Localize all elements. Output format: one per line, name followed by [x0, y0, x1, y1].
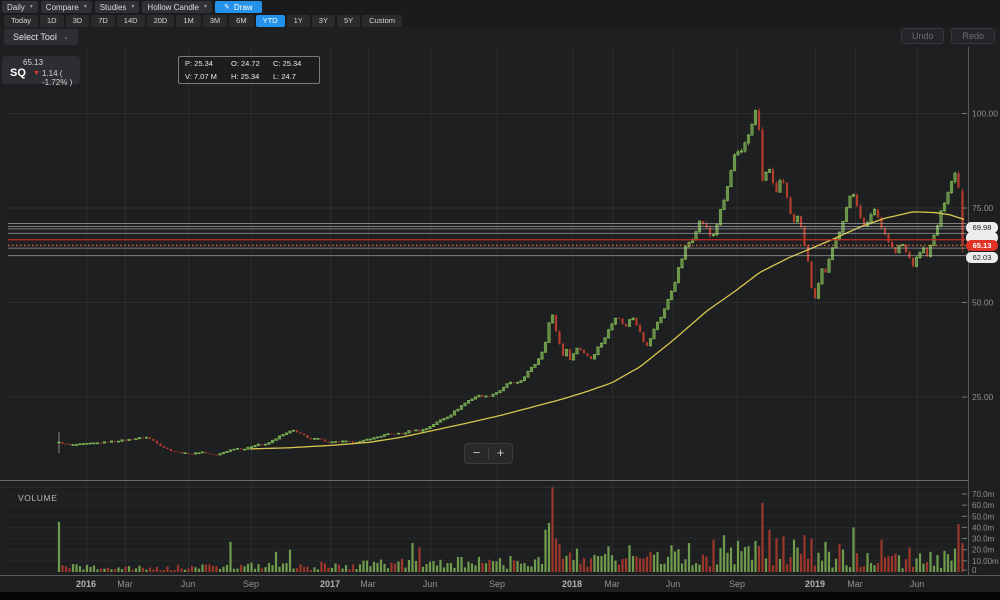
price-down-arrow-icon: ▼ — [33, 70, 40, 77]
zoom-divider — [488, 447, 489, 460]
ohlc-high: H: 25.34 — [231, 72, 260, 81]
svg-text:Sep: Sep — [729, 579, 745, 589]
ohlc-prev: P: 25.34 — [185, 59, 213, 68]
svg-text:Jun: Jun — [910, 579, 925, 589]
undo-button[interactable]: Undo — [900, 28, 945, 44]
chevron-down-icon: ▾ — [29, 4, 33, 10]
range-button-20d[interactable]: 20D — [146, 14, 175, 27]
svg-text:Mar: Mar — [117, 579, 133, 589]
svg-text:60.0m: 60.0m — [972, 501, 995, 510]
dropdown-studies[interactable]: Studies ▾ — [94, 1, 140, 13]
svg-text:Jun: Jun — [666, 579, 681, 589]
svg-text:Jun: Jun — [181, 579, 196, 589]
drawn-line-price-label[interactable] — [966, 232, 998, 243]
zoom-control: − + — [464, 443, 513, 464]
dropdown-label: Compare — [45, 2, 79, 12]
candles-layer — [57, 108, 964, 456]
svg-text:30.0m: 30.0m — [972, 535, 995, 544]
dropdown-label: Daily — [7, 2, 25, 12]
grid-layer — [0, 46, 1000, 600]
svg-text:75.00: 75.00 — [972, 203, 994, 213]
svg-text:40.0m: 40.0m — [972, 523, 995, 532]
chevron-down-icon: ▾ — [204, 4, 208, 10]
volume-pane-title: VOLUME — [18, 493, 58, 503]
range-button-5y[interactable]: 5Y — [336, 14, 361, 27]
ohlc-open: O: 24.72 — [231, 59, 260, 68]
svg-text:100.00: 100.00 — [972, 109, 998, 119]
dropdown-label: Studies — [99, 2, 127, 12]
toolbar-main: Daily ▾ Compare ▾ Studies ▾ Hollow Candle ▾ ✎ D… — [0, 0, 1000, 14]
range-button-3d[interactable]: 3D — [65, 14, 90, 27]
legend-change: 1.14 ( -1.72% ) — [42, 69, 73, 87]
range-button-today[interactable]: Today — [4, 14, 39, 27]
range-button-1y[interactable]: 1Y — [286, 14, 310, 27]
range-selector-bar: Today 1D 3D 7D 14D 20D 1M 3M 6M YTD 1Y 3Y 5Y Custom — [0, 14, 1000, 27]
drawn-line-price-label[interactable]: 62.03 — [966, 251, 998, 263]
symbol-legend[interactable]: 65.13 SQ ▼ 1.14 ( -1.72% ) — [2, 56, 80, 87]
svg-text:Mar: Mar — [604, 579, 620, 589]
dropdown-daily[interactable]: Daily ▾ — [2, 1, 38, 13]
zoom-in-button[interactable]: + — [496, 445, 505, 460]
dropdown-compare[interactable]: Compare ▾ — [40, 1, 92, 13]
svg-text:2019: 2019 — [805, 579, 825, 589]
chevron-down-icon: ⌄ — [62, 34, 69, 41]
svg-text:Sep: Sep — [489, 579, 505, 589]
dropdown-hollow-candle[interactable]: Hollow Candle ▾ — [142, 1, 213, 13]
ohlc-volume: V: 7.07 M — [185, 72, 217, 81]
ohlc-info-box: P: 25.34 O: 24.72 C: 25.34 V: 7.07 M H: … — [178, 56, 320, 84]
range-button-1m[interactable]: 1M — [176, 14, 201, 27]
time-axis[interactable]: 2016 Mar Jun Sep 2017 Mar Jun Sep 2018 Mar Jun Sep 2… — [76, 579, 924, 589]
current-price-label: 65.13 — [966, 239, 998, 251]
range-button-custom[interactable]: Custom — [362, 14, 402, 27]
ohlc-close: C: 25.34 — [273, 59, 302, 68]
svg-text:Mar: Mar — [847, 579, 863, 589]
dropdown-label: Hollow Candle — [147, 2, 200, 12]
dropdown-group: Daily ▾ Compare ▾ Studies ▾ Hollow Candle ▾ — [2, 1, 213, 13]
svg-text:2017: 2017 — [320, 579, 340, 589]
price-axis[interactable]: 100.00 75.00 50.00 25.00 — [962, 109, 998, 403]
range-button-3y[interactable]: 3Y — [311, 14, 335, 27]
ohlc-low: L: 24.7 — [273, 72, 296, 81]
drawn-horizontal-lines[interactable] — [8, 223, 966, 257]
chevron-down-icon: ▾ — [83, 4, 87, 10]
range-button-ytd[interactable]: YTD — [255, 14, 285, 27]
draw-button-label: Draw — [233, 2, 253, 12]
svg-text:0: 0 — [972, 566, 977, 575]
range-button-6m[interactable]: 6M — [229, 14, 254, 27]
drawn-line-price-label[interactable]: 69.98 — [966, 221, 998, 233]
range-button-1d[interactable]: 1D — [40, 14, 64, 27]
legend-symbol: SQ — [10, 67, 26, 79]
select-tool-label: Select Tool — [13, 32, 57, 42]
range-button-3m[interactable]: 3M — [202, 14, 228, 27]
zoom-out-button[interactable]: − — [472, 445, 481, 460]
svg-text:Mar: Mar — [360, 579, 376, 589]
legend-last-price: 65.13 — [23, 58, 44, 67]
redo-button[interactable]: Redo — [951, 28, 995, 44]
select-tool-dropdown[interactable]: Select Tool ⌄ — [4, 29, 78, 45]
chart-canvas[interactable]: 100.00 75.00 50.00 25.00 70.0m 60.0m 50.0m 40.… — [0, 46, 1000, 600]
svg-text:2016: 2016 — [76, 579, 96, 589]
volume-bars-layer — [57, 487, 964, 572]
range-button-14d[interactable]: 14D — [116, 14, 145, 27]
svg-text:70.0m: 70.0m — [972, 490, 995, 499]
svg-text:50.00: 50.00 — [972, 298, 994, 308]
pencil-icon: ✎ — [224, 4, 230, 11]
svg-text:Jun: Jun — [423, 579, 438, 589]
draw-button[interactable]: ✎ Draw — [215, 1, 262, 13]
svg-text:Sep: Sep — [243, 579, 259, 589]
chevron-down-icon: ▾ — [131, 4, 135, 10]
svg-text:20.0m: 20.0m — [972, 546, 995, 555]
svg-text:50.0m: 50.0m — [972, 512, 995, 521]
svg-text:10.00m: 10.00m — [972, 557, 999, 566]
range-button-7d[interactable]: 7D — [91, 14, 115, 27]
svg-text:25.00: 25.00 — [972, 392, 994, 402]
toolbar-secondary: Select Tool ⌄ Undo Redo — [0, 27, 1000, 47]
svg-text:2018: 2018 — [562, 579, 582, 589]
